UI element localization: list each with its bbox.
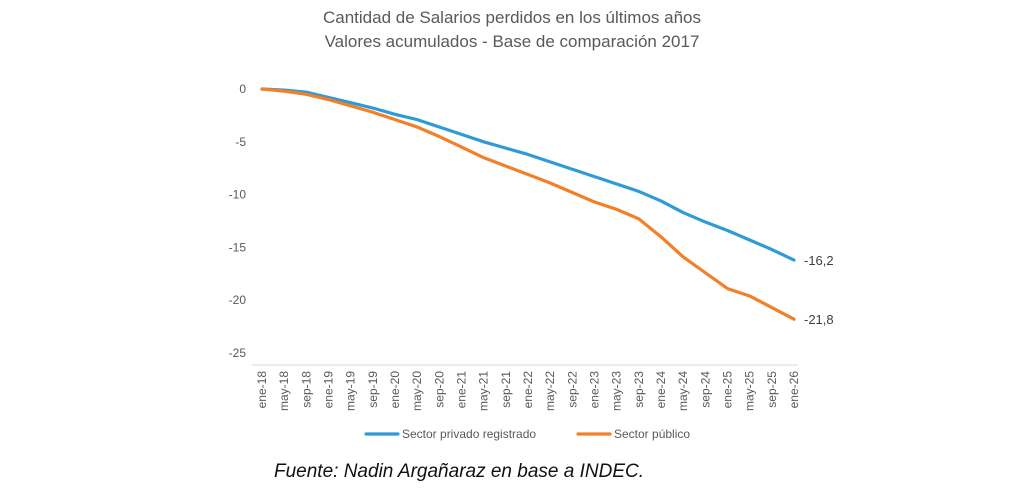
x-tick-label: sep-25 — [765, 371, 779, 408]
x-tick-label: ene-20 — [388, 371, 402, 409]
x-tick-label: sep-23 — [632, 371, 646, 408]
end-value-label: -21,8 — [804, 312, 834, 327]
end-value-label: -16,2 — [804, 253, 834, 268]
x-tick-label: ene-26 — [787, 371, 801, 409]
x-tick-label: may-22 — [543, 371, 557, 411]
x-tick-label: ene-23 — [588, 371, 602, 409]
end-labels: -16,2 -21,8 — [804, 253, 834, 327]
x-tick-label: sep-24 — [698, 371, 712, 408]
x-tick-label: sep-21 — [499, 371, 513, 408]
x-tick-label: sep-20 — [432, 371, 446, 408]
x-tick-label: ene-18 — [255, 371, 269, 409]
x-tick-label: sep-18 — [299, 371, 313, 408]
y-tick-label: -5 — [235, 135, 246, 149]
y-tick-label: -15 — [229, 240, 247, 254]
series-layer — [260, 87, 796, 321]
x-tick-label: may-24 — [676, 371, 690, 411]
legend-label: Sector privado registrado — [402, 427, 536, 441]
legend-label: Sector público — [614, 427, 690, 441]
chart-title: Cantidad de Salarios perdidos en los últ… — [322, 8, 701, 27]
series-line-privado — [260, 87, 796, 262]
x-axis: ene-18 may-18 sep-18 ene-19 may-19 sep-19 ene-… — [255, 371, 801, 411]
x-tick-label: ene-19 — [322, 371, 336, 409]
x-tick-label: may-20 — [410, 371, 424, 411]
y-tick-label: -20 — [229, 293, 247, 307]
x-tick-label: may-21 — [477, 371, 491, 411]
y-axis: 0 -5 -10 -15 -20 -25 — [229, 82, 247, 360]
y-tick-label: 0 — [239, 82, 246, 96]
x-tick-label: may-23 — [610, 371, 624, 411]
x-tick-label: sep-22 — [565, 371, 579, 408]
chart-subtitle: Valores acumulados - Base de comparación… — [324, 32, 700, 51]
x-tick-label: sep-19 — [366, 371, 380, 408]
x-tick-label: ene-24 — [654, 371, 668, 409]
x-tick-label: ene-22 — [521, 371, 535, 409]
x-tick-label: may-25 — [743, 371, 757, 411]
y-tick-label: -10 — [229, 188, 247, 202]
y-tick-label: -25 — [229, 346, 247, 360]
legend: Sector privado registrado Sector público — [364, 427, 690, 441]
source-note: Fuente: Nadin Argañaraz en base a INDEC. — [274, 461, 644, 482]
series-line-publico — [260, 87, 796, 321]
x-tick-label: ene-25 — [721, 371, 735, 409]
x-tick-label: may-18 — [277, 371, 291, 411]
x-tick-label: ene-21 — [455, 371, 469, 409]
x-tick-label: may-19 — [344, 371, 358, 411]
